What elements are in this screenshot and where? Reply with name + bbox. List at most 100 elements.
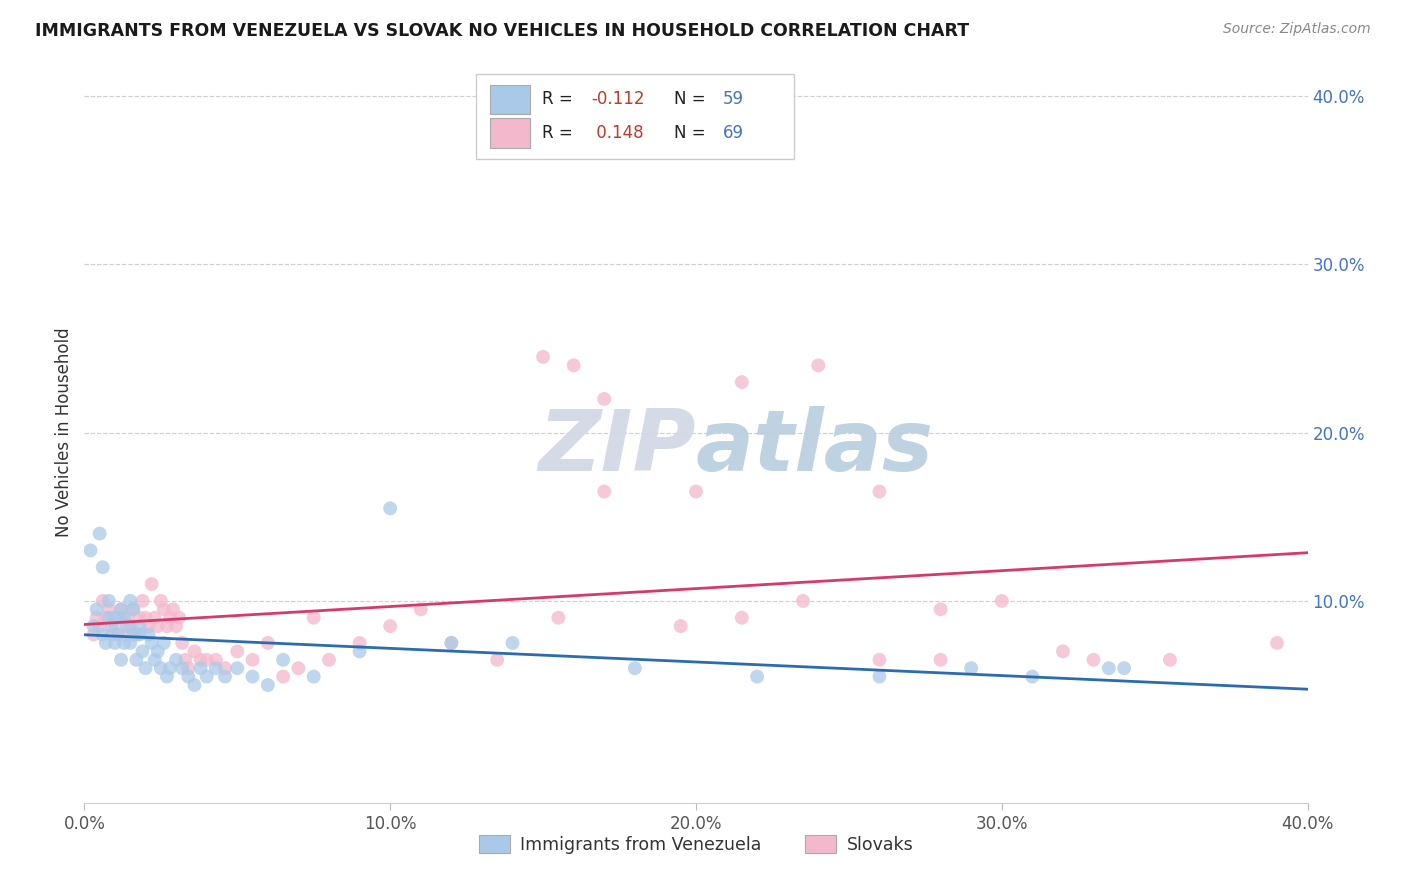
Point xyxy=(79,543,101,558)
Point xyxy=(97,594,120,608)
Point xyxy=(1159,653,1181,667)
Point xyxy=(869,653,891,667)
Point xyxy=(112,627,135,641)
Point xyxy=(685,484,707,499)
Point xyxy=(349,644,371,658)
Point xyxy=(562,359,585,373)
Point xyxy=(86,602,108,616)
Point xyxy=(104,619,127,633)
Point xyxy=(128,619,150,633)
Point xyxy=(205,661,228,675)
Point xyxy=(1052,644,1074,658)
Point xyxy=(156,670,179,684)
Point xyxy=(531,350,554,364)
Point xyxy=(110,653,132,667)
Point xyxy=(195,653,218,667)
Point xyxy=(122,627,145,641)
Point xyxy=(177,670,200,684)
Point xyxy=(91,594,114,608)
Text: 69: 69 xyxy=(723,124,744,142)
Point xyxy=(624,661,647,675)
Text: N =: N = xyxy=(673,124,711,142)
Point xyxy=(120,636,142,650)
Text: ZIP: ZIP xyxy=(538,406,696,489)
Point xyxy=(1021,670,1043,684)
Point xyxy=(146,619,169,633)
Point xyxy=(128,627,150,641)
Point xyxy=(94,636,117,650)
Point xyxy=(1098,661,1121,675)
Point xyxy=(177,661,200,675)
Point xyxy=(1083,653,1105,667)
Point xyxy=(153,602,176,616)
FancyBboxPatch shape xyxy=(475,73,794,159)
Text: -0.112: -0.112 xyxy=(591,90,644,109)
Point xyxy=(120,619,142,633)
Point xyxy=(89,526,111,541)
Text: N =: N = xyxy=(673,90,711,109)
Y-axis label: No Vehicles in Household: No Vehicles in Household xyxy=(55,327,73,538)
Point xyxy=(409,602,432,616)
Point xyxy=(86,610,108,624)
Point xyxy=(120,594,142,608)
Point xyxy=(380,501,402,516)
Point xyxy=(138,627,160,641)
Point xyxy=(125,653,148,667)
Point xyxy=(149,661,172,675)
Point xyxy=(122,602,145,616)
Point xyxy=(159,661,181,675)
Point xyxy=(83,627,105,641)
Point xyxy=(146,644,169,658)
Point xyxy=(807,359,830,373)
Point xyxy=(1114,661,1136,675)
Text: 0.148: 0.148 xyxy=(591,124,644,142)
Point xyxy=(174,653,197,667)
Point xyxy=(869,670,891,684)
Point xyxy=(167,610,190,624)
Point xyxy=(165,619,187,633)
Point xyxy=(257,636,280,650)
Point xyxy=(172,661,194,675)
Point xyxy=(89,619,111,633)
Point xyxy=(156,619,179,633)
Legend: Immigrants from Venezuela, Slovaks: Immigrants from Venezuela, Slovaks xyxy=(471,828,921,861)
Point xyxy=(115,619,138,633)
Point xyxy=(172,636,194,650)
Point xyxy=(128,610,150,624)
Point xyxy=(138,619,160,633)
Point xyxy=(190,661,212,675)
Point xyxy=(440,636,463,650)
Point xyxy=(226,644,249,658)
Point xyxy=(190,653,212,667)
Point xyxy=(960,661,983,675)
Point xyxy=(547,610,569,624)
Point xyxy=(991,594,1014,608)
Point xyxy=(104,636,127,650)
Point xyxy=(792,594,814,608)
Point xyxy=(143,653,166,667)
Point xyxy=(112,610,135,624)
Point xyxy=(183,678,205,692)
Point xyxy=(141,577,163,591)
Point xyxy=(153,636,176,650)
Point xyxy=(349,636,371,650)
Text: atlas: atlas xyxy=(696,406,934,489)
Point xyxy=(318,653,340,667)
Point xyxy=(242,653,264,667)
FancyBboxPatch shape xyxy=(491,85,530,114)
Point xyxy=(183,644,205,658)
Point xyxy=(91,560,114,574)
Point xyxy=(195,670,218,684)
Text: R =: R = xyxy=(541,90,578,109)
Text: Source: ZipAtlas.com: Source: ZipAtlas.com xyxy=(1223,22,1371,37)
Point xyxy=(131,594,153,608)
Point xyxy=(91,627,114,641)
Point xyxy=(929,602,952,616)
Point xyxy=(271,653,294,667)
Point xyxy=(440,636,463,650)
Point xyxy=(242,670,264,684)
Point xyxy=(165,653,187,667)
Point xyxy=(214,670,236,684)
Point xyxy=(94,610,117,624)
Point xyxy=(135,661,157,675)
